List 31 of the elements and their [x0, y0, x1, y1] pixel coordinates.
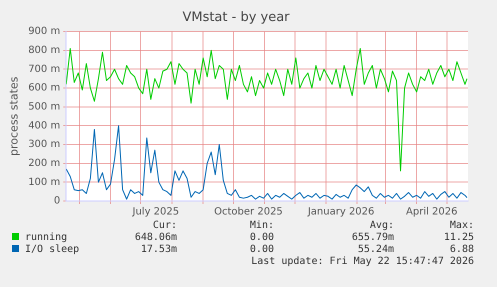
text: Avg:	[368, 220, 394, 231]
y-tick-label: 100 m	[28, 176, 60, 188]
text: 6.88	[450, 244, 474, 255]
text: 0.00	[248, 232, 274, 243]
x-tick-label: October 2025	[214, 206, 283, 218]
text: Min:	[248, 220, 274, 231]
legend-label: I/O sleep	[24, 244, 80, 255]
y-tick-label: 0	[54, 196, 60, 207]
y-tick-label: 200 m	[28, 158, 60, 169]
x-tick-label: July 2025	[132, 206, 180, 218]
y-tick-label: 600 m	[28, 82, 60, 94]
text: 55.24m	[356, 244, 394, 255]
legend-label: running	[24, 232, 68, 243]
y-axis-title: process states	[7, 76, 20, 156]
text: 17.53m	[140, 244, 177, 255]
text: Last update: Fri May 22 15:47:47 2026	[250, 256, 474, 268]
y-tick-label: 400 m	[28, 120, 60, 132]
y-tick-label: 300 m	[28, 139, 60, 150]
y-tick-label: 700 m	[28, 64, 60, 75]
text: 655.79m	[350, 232, 394, 243]
text: Max:	[450, 220, 474, 231]
text: Cur:	[152, 220, 177, 231]
x-tick-label: January 2026	[306, 206, 374, 218]
text: 11.25	[444, 232, 474, 243]
x-tick-label: April 2026	[406, 206, 458, 218]
text: 648.06m	[134, 232, 177, 243]
y-tick-label: 800 m	[28, 45, 60, 56]
y-tick-label: 500 m	[28, 101, 60, 112]
text: 0.00	[248, 244, 274, 255]
chart-title: VMstat - by year	[182, 10, 290, 26]
y-tick-label: 900 m	[28, 26, 60, 38]
